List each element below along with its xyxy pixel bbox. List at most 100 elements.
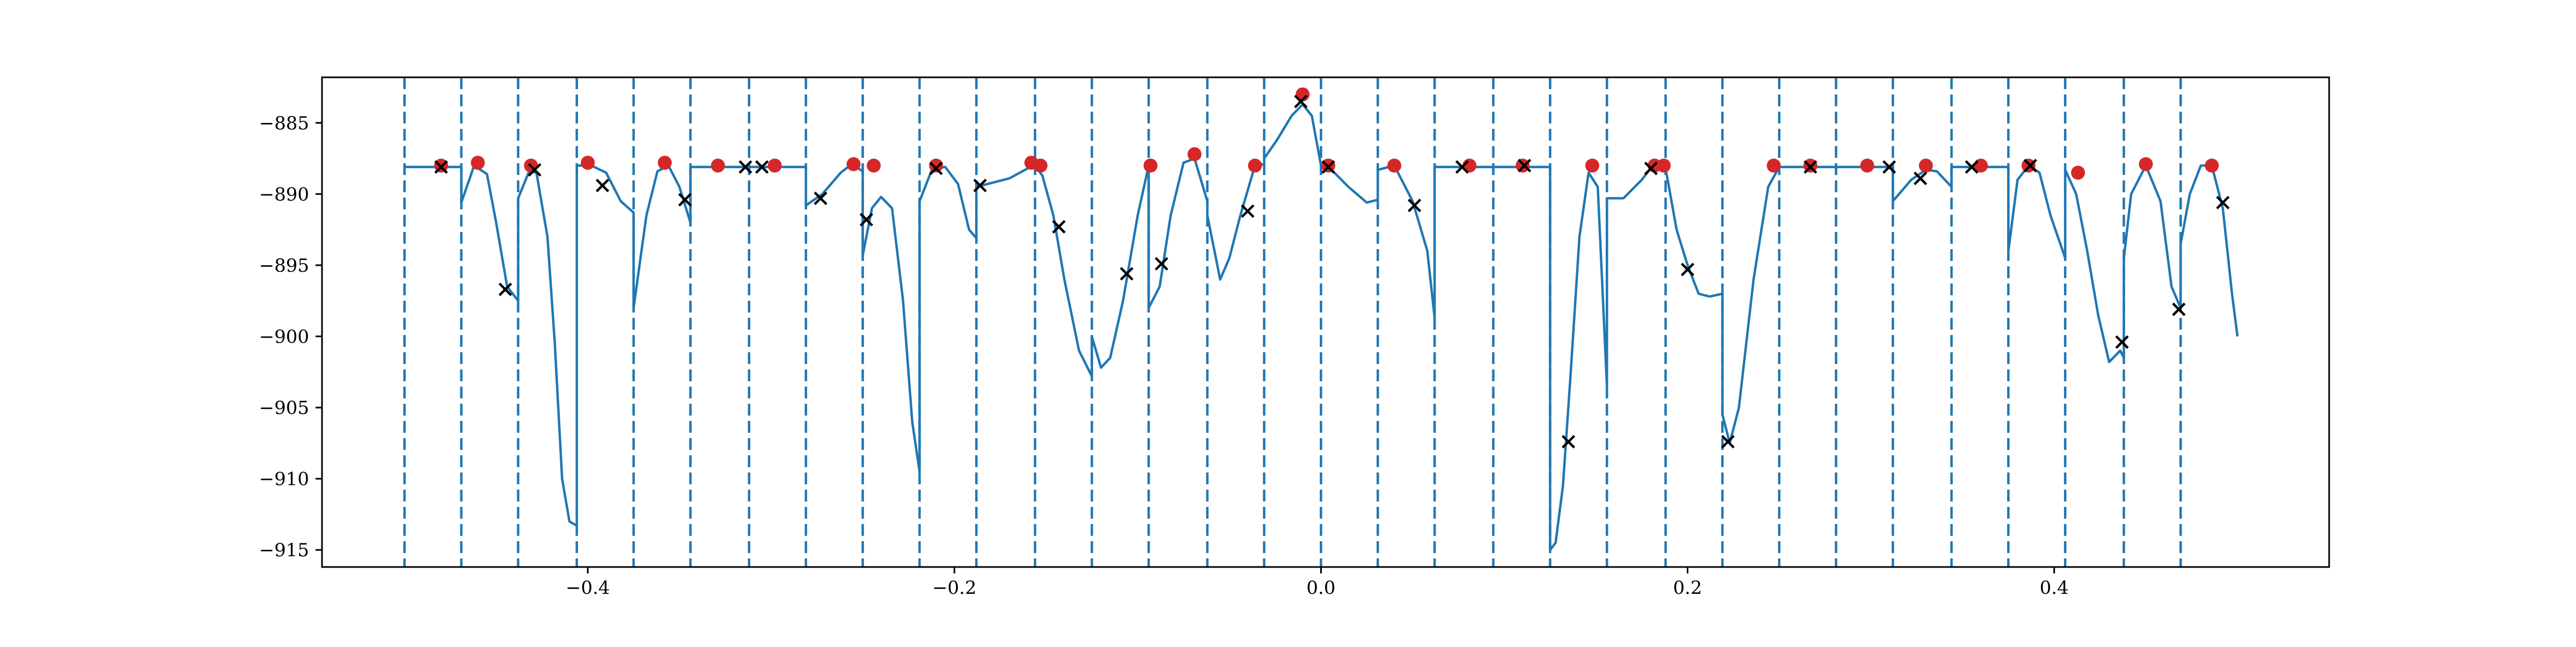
x-marker-stroke [2172,302,2186,316]
series-line [404,103,2239,551]
x-marker [1241,204,1255,218]
x-marker-stroke [1321,160,1335,174]
red-point [1767,158,1781,173]
x-marker-stroke [1408,199,1422,213]
y-tick-label: −890 [259,184,309,205]
x-marker [859,213,874,227]
red-point [929,158,943,173]
red-point [1248,158,1262,173]
x-marker [1321,160,1335,174]
x-marker-stroke [2023,158,2037,172]
x-marker-stroke [738,160,752,174]
x-marker [2172,302,2186,316]
x-marker [1721,435,1735,449]
x-marker [434,160,448,174]
x-marker-stroke [498,282,513,296]
x-marker-stroke [1803,160,1817,174]
x-marker-stroke [755,160,769,174]
x-tick-label: −0.2 [932,577,977,599]
red-point [1143,158,1158,173]
x-marker [738,160,752,174]
x-marker-stroke [1052,220,1066,234]
y-tick-label: −915 [259,540,309,561]
x-marker-stroke [929,162,943,176]
x-marker-stroke [2216,195,2230,209]
red-point [867,158,881,173]
x-marker [1119,267,1134,281]
x-marker [1561,435,1576,449]
red-point [767,158,782,173]
red-point [2021,158,2036,173]
x-tick-label: 0.2 [1673,577,1702,599]
x-marker [1680,263,1695,277]
x-tick-label: −0.4 [566,577,610,599]
x-marker [528,163,541,177]
x-marker-stroke [1455,160,1469,174]
x-marker [1052,220,1066,234]
x-marker-stroke [1561,435,1576,449]
x-marker [1408,199,1422,213]
x-marker-stroke [814,191,828,205]
red-point [1860,158,1875,173]
x-marker [1644,162,1658,176]
red-point [581,156,595,170]
red-point [2139,157,2153,171]
x-marker [498,282,513,296]
x-marker-stroke [1517,158,1532,172]
x-marker-stroke [1241,204,1255,218]
x-marker [929,162,943,176]
x-marker-stroke [678,193,692,207]
x-marker-stroke [973,178,987,193]
red-point [1585,158,1599,173]
x-marker [2023,158,2037,172]
markers-layer [434,87,2230,449]
y-tick-label: −900 [259,326,309,348]
x-marker [2115,335,2129,349]
x-marker-stroke [595,178,610,193]
x-marker-stroke [1644,162,1658,176]
red-point [2071,165,2085,180]
x-marker-stroke [2115,335,2129,349]
x-marker-stroke [1119,267,1134,281]
red-point [846,157,861,171]
x-tick-label: 0.4 [2040,577,2069,599]
x-marker [1455,160,1469,174]
x-marker [678,193,692,207]
x-marker-stroke [1913,171,1927,185]
x-marker-stroke [434,160,448,174]
axes-frame [321,76,2330,568]
red-point [657,156,672,170]
x-marker [755,160,769,174]
red-point [1516,158,1530,173]
x-marker-stroke [528,163,541,177]
x-marker-stroke [1882,160,1896,174]
red-point [1657,158,1671,173]
y-tick-label: −885 [259,113,309,134]
x-tick-label: 0.0 [1306,577,1335,599]
x-marker [814,191,828,205]
x-marker-stroke [1294,94,1308,108]
x-marker [2216,195,2230,209]
y-tick-label: −910 [259,469,309,490]
x-marker-stroke [1680,263,1695,277]
red-point [471,156,485,170]
x-marker-stroke [1721,435,1735,449]
series-layer [404,103,2239,551]
red-point [1387,158,1402,173]
y-tick-label: −895 [259,255,309,277]
x-marker [1294,94,1308,108]
y-tick-label: −905 [259,397,309,419]
axes-layer: −0.4 −0.2 0.0 0.2 0.4 −885 −890 −895 −900 −905 −91… [259,76,2330,599]
red-point [1919,158,1933,173]
x-marker [1154,257,1168,271]
x-marker [1882,160,1896,174]
x-marker [1517,158,1532,172]
x-marker [1965,160,1979,174]
x-marker [595,178,610,193]
x-marker [973,178,987,193]
x-marker-stroke [859,213,874,227]
x-marker-stroke [1154,257,1168,271]
